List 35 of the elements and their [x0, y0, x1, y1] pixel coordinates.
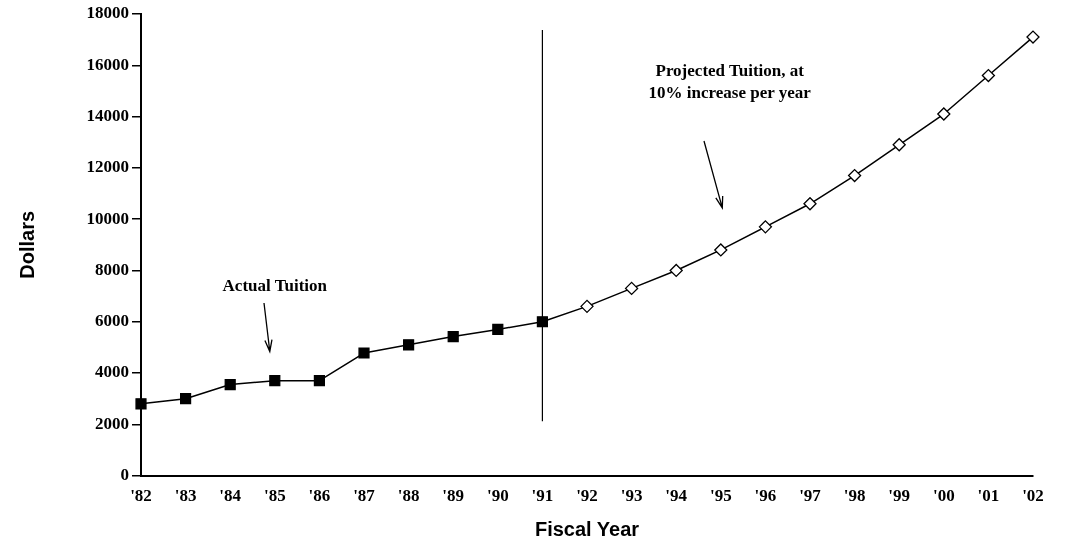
x-tick-label: '88 — [397, 486, 420, 506]
y-tick-label: 14000 — [86, 105, 129, 125]
x-tick-label: '90 — [486, 486, 509, 506]
x-tick-label: '96 — [754, 486, 777, 506]
y-tick-label: 10000 — [86, 208, 129, 228]
x-tick-label: '91 — [531, 486, 554, 506]
x-tick-label: '00 — [932, 486, 955, 506]
x-tick-label: '99 — [888, 486, 911, 506]
y-tick-label: 16000 — [86, 54, 129, 74]
x-tick-label: '97 — [799, 486, 822, 506]
y-axis-title: Dollars — [15, 210, 38, 279]
x-tick-label: '86 — [308, 486, 331, 506]
y-tick-label: 12000 — [86, 157, 129, 177]
y-tick-label: 18000 — [86, 3, 129, 23]
x-tick-label: '93 — [620, 486, 643, 506]
y-tick-label: 0 — [120, 464, 129, 484]
x-tick-label: '83 — [174, 486, 197, 506]
annotation: Actual Tuition — [222, 275, 328, 295]
x-tick-label: '84 — [219, 486, 242, 506]
x-tick-label: '92 — [576, 486, 598, 506]
y-tick-label: 2000 — [95, 413, 129, 433]
x-axis-title: Fiscal Year — [534, 517, 640, 540]
x-tick-label: '02 — [1022, 486, 1044, 506]
x-tick-label: '87 — [353, 486, 376, 506]
x-tick-label: '82 — [130, 486, 152, 506]
x-tick-label: '89 — [442, 486, 465, 506]
y-tick-label: 6000 — [95, 311, 129, 331]
annotation: Projected Tuition, at 10% increase per year — [648, 61, 812, 103]
x-tick-label: '98 — [843, 486, 866, 506]
y-tick-label: 4000 — [95, 362, 129, 382]
x-tick-label: '94 — [665, 486, 688, 506]
x-tick-label: '95 — [709, 486, 732, 506]
x-tick-label: '01 — [977, 486, 1000, 506]
x-tick-label: '85 — [263, 486, 286, 506]
y-tick-label: 8000 — [95, 259, 129, 279]
